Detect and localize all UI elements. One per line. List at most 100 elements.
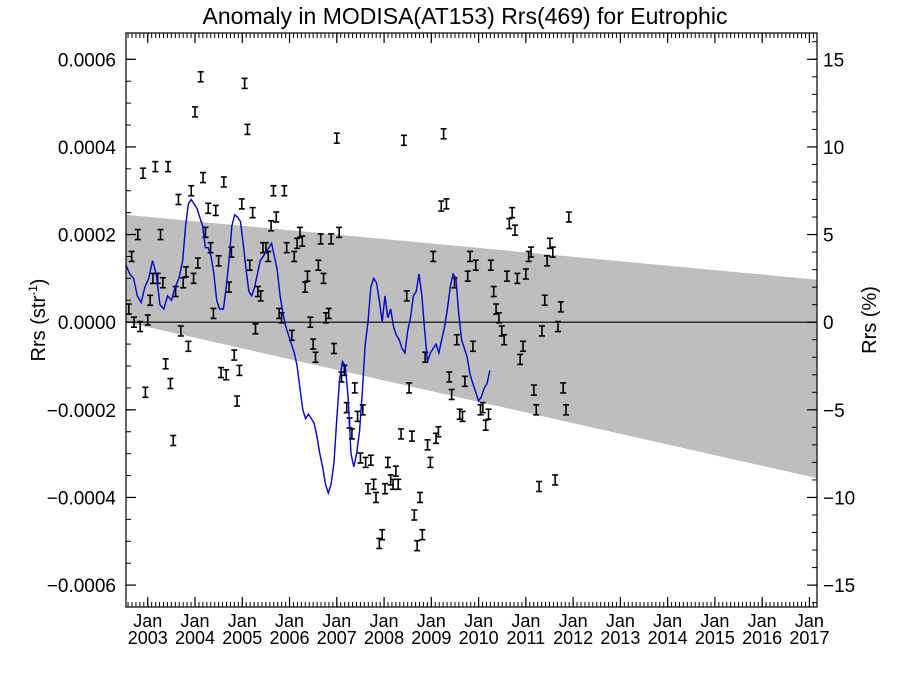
plot-frame: [125, 32, 818, 608]
data-point: [241, 77, 248, 90]
data-point: [157, 228, 164, 241]
data-point: [175, 193, 182, 206]
data-point: [307, 316, 314, 328]
data-point: [159, 276, 166, 289]
y-axis-right-label: Rrs (%): [859, 286, 881, 354]
smoothed-series: [125, 198, 491, 496]
data-point: [299, 235, 306, 247]
data-point: [283, 241, 290, 254]
data-point: [495, 312, 502, 324]
data-point: [268, 219, 275, 232]
x-tick-year: 2006: [270, 628, 310, 648]
data-point: [236, 364, 243, 377]
data-point: [467, 250, 474, 263]
data-point: [382, 482, 389, 495]
y-tick-label: 0.0002: [58, 226, 116, 247]
data-point: [552, 474, 559, 486]
data-point: [503, 270, 510, 282]
data-point: [325, 307, 332, 320]
data-point: [370, 478, 377, 491]
data-point: [408, 430, 415, 442]
data-point: [185, 340, 192, 353]
data-point: [509, 206, 516, 219]
data-point: [192, 106, 199, 118]
data-point: [249, 206, 256, 219]
data-point: [197, 71, 204, 83]
data-point: [170, 434, 177, 447]
data-point: [257, 290, 264, 302]
data-point: [147, 294, 154, 307]
data-point: [400, 134, 407, 147]
data-point: [554, 320, 561, 333]
data-point: [528, 246, 535, 258]
data-point: [328, 233, 335, 245]
data-point: [351, 382, 358, 394]
data-point: [273, 211, 280, 223]
data-point: [403, 290, 410, 302]
x-tick-year: 2009: [411, 628, 451, 648]
x-tick-month: Jan: [559, 611, 588, 631]
data-point: [194, 257, 201, 269]
data-point: [180, 276, 187, 289]
data-point: [506, 217, 513, 230]
data-point: [520, 340, 527, 353]
data-point: [453, 333, 460, 346]
data-point: [336, 226, 343, 239]
data-point: [190, 272, 197, 285]
data-point: [128, 250, 135, 263]
data-point: [530, 384, 537, 396]
x-tick-year: 2017: [789, 628, 829, 648]
x-tick-month: Jan: [464, 611, 493, 631]
data-point: [205, 202, 212, 215]
x-tick-month: Jan: [417, 611, 446, 631]
data-point: [443, 198, 450, 210]
y-tick-label: 0.0006: [58, 50, 116, 71]
y-right-tick-label: −10: [823, 488, 855, 509]
data-point: [414, 539, 421, 552]
data-point: [152, 160, 159, 173]
data-point: [379, 528, 386, 541]
x-tick-year: 2010: [459, 628, 499, 648]
data-point: [557, 301, 564, 313]
data-point: [435, 425, 442, 438]
data-point: [281, 184, 288, 197]
x-tick-year: 2005: [222, 628, 262, 648]
data-point: [140, 167, 147, 180]
data-point: [304, 270, 311, 282]
x-tick-month: Jan: [606, 611, 635, 631]
x-tick-month: Jan: [370, 611, 399, 631]
data-point: [536, 480, 543, 493]
data-point: [538, 325, 545, 337]
data-point: [501, 333, 508, 346]
x-tick-month: Jan: [795, 611, 824, 631]
data-point: [367, 454, 374, 467]
data-point: [563, 404, 570, 416]
data-point: [544, 255, 551, 267]
x-tick-year: 2011: [506, 628, 545, 648]
data-point: [215, 255, 222, 267]
x-tick-month: Jan: [511, 611, 540, 631]
data-point: [514, 272, 521, 285]
data-point: [472, 259, 479, 272]
data-point: [144, 314, 151, 326]
data-point: [522, 268, 529, 280]
data-point: [395, 478, 402, 491]
trend-band: [126, 214, 817, 479]
data-point: [330, 342, 337, 355]
data-point: [373, 491, 380, 504]
data-point: [464, 270, 471, 282]
x-tick-month: Jan: [275, 611, 304, 631]
data-point: [320, 272, 327, 285]
data-point: [487, 259, 494, 272]
x-tick-month: Jan: [322, 611, 351, 631]
data-point: [310, 338, 317, 350]
x-tick-year: 2004: [175, 628, 215, 648]
data-point: [549, 246, 556, 258]
data-point: [200, 171, 207, 184]
data-point: [411, 509, 418, 521]
tick-marks: [126, 33, 817, 607]
data-point: [207, 241, 214, 254]
data-point: [565, 211, 572, 223]
data-point: [364, 482, 371, 495]
data-point: [357, 452, 364, 464]
